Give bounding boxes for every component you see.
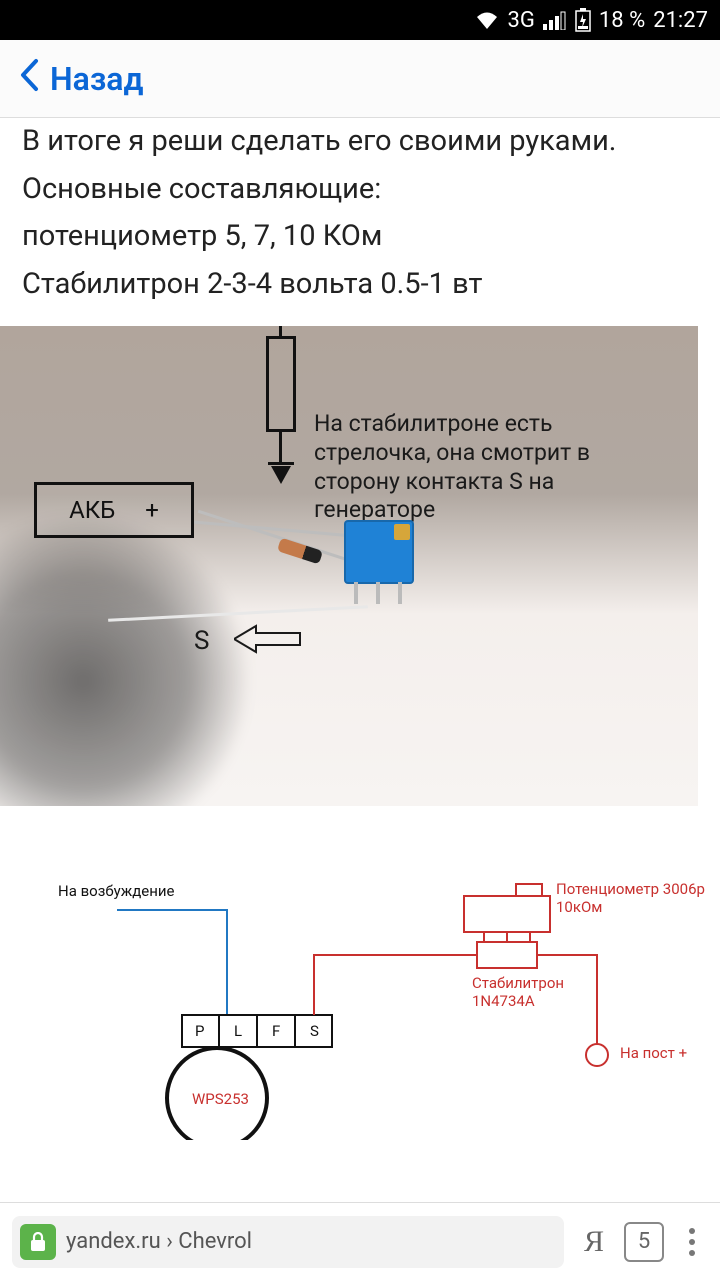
lock-icon	[20, 1224, 56, 1260]
chevron-left-icon	[18, 58, 40, 100]
circuit-schematic: На возбуждение Потенциометр 3006р 10кОм …	[22, 840, 698, 1140]
pot-label: Потенциометр 3006р 10кОм	[556, 880, 716, 916]
post-label: На пост +	[620, 1044, 687, 1062]
tabs-button[interactable]: 5	[624, 1222, 664, 1262]
clock: 21:27	[653, 8, 708, 33]
article-line: В итоге я реши сделать его своими руками…	[22, 120, 698, 164]
arrow-left-icon	[234, 622, 304, 660]
nav-header: Назад	[0, 40, 720, 118]
pot-leg	[398, 582, 402, 604]
photo-diagram: АКБ + На стабилитроне есть стрелочка, он…	[0, 326, 720, 806]
akb-label: АКБ	[69, 496, 115, 524]
generator-label: WPS253	[192, 1090, 249, 1108]
pin-s: S	[310, 1022, 319, 1040]
article-line: Основные составляющие:	[22, 168, 698, 212]
menu-button[interactable]	[676, 1228, 708, 1256]
yandex-button[interactable]: Я	[576, 1225, 612, 1259]
pin-p: P	[195, 1022, 204, 1040]
zener-symbol	[266, 336, 296, 432]
battery-icon	[575, 8, 591, 32]
status-bar: 3G 18 % 21:27	[0, 0, 720, 40]
tabs-count: 5	[638, 1229, 650, 1254]
back-button[interactable]: Назад	[18, 58, 143, 100]
url-bar[interactable]: yandex.ru › Chevrol	[12, 1216, 564, 1268]
article-content: В итоге я реши сделать его своими руками…	[0, 120, 720, 306]
signal-icon	[543, 10, 567, 30]
wifi-icon	[474, 10, 500, 30]
arrow-down-icon	[271, 466, 291, 484]
network-type: 3G	[508, 8, 535, 33]
browser-bottom-bar: yandex.ru › Chevrol Я 5	[0, 1202, 720, 1280]
akb-box: АКБ +	[34, 482, 194, 538]
diode-component	[277, 538, 323, 565]
back-label: Назад	[50, 60, 143, 98]
url-text: yandex.ru › Chevrol	[66, 1229, 252, 1254]
zener-lead-bot	[279, 432, 282, 462]
shadow	[0, 516, 248, 806]
pot-leg	[354, 582, 358, 604]
pot-leg	[376, 582, 380, 604]
article-line: потенциометр 5, 7, 10 КОм	[22, 215, 698, 259]
pin-f: F	[272, 1022, 280, 1040]
s-label: S	[194, 626, 209, 656]
zener-label: Стабилитрон 1N4734A	[472, 974, 612, 1010]
pot-screw	[394, 524, 410, 540]
pin-l: L	[234, 1022, 242, 1040]
zener-cross	[268, 462, 294, 465]
photo-note: На стабилитроне есть стрелочка, она смот…	[314, 410, 674, 525]
akb-plus: +	[145, 496, 159, 524]
article-line: Стабилитрон 2-3-4 вольта 0.5-1 вт	[22, 263, 698, 307]
battery-percent: 18 %	[599, 8, 645, 33]
excite-label: На возбуждение	[58, 882, 174, 900]
